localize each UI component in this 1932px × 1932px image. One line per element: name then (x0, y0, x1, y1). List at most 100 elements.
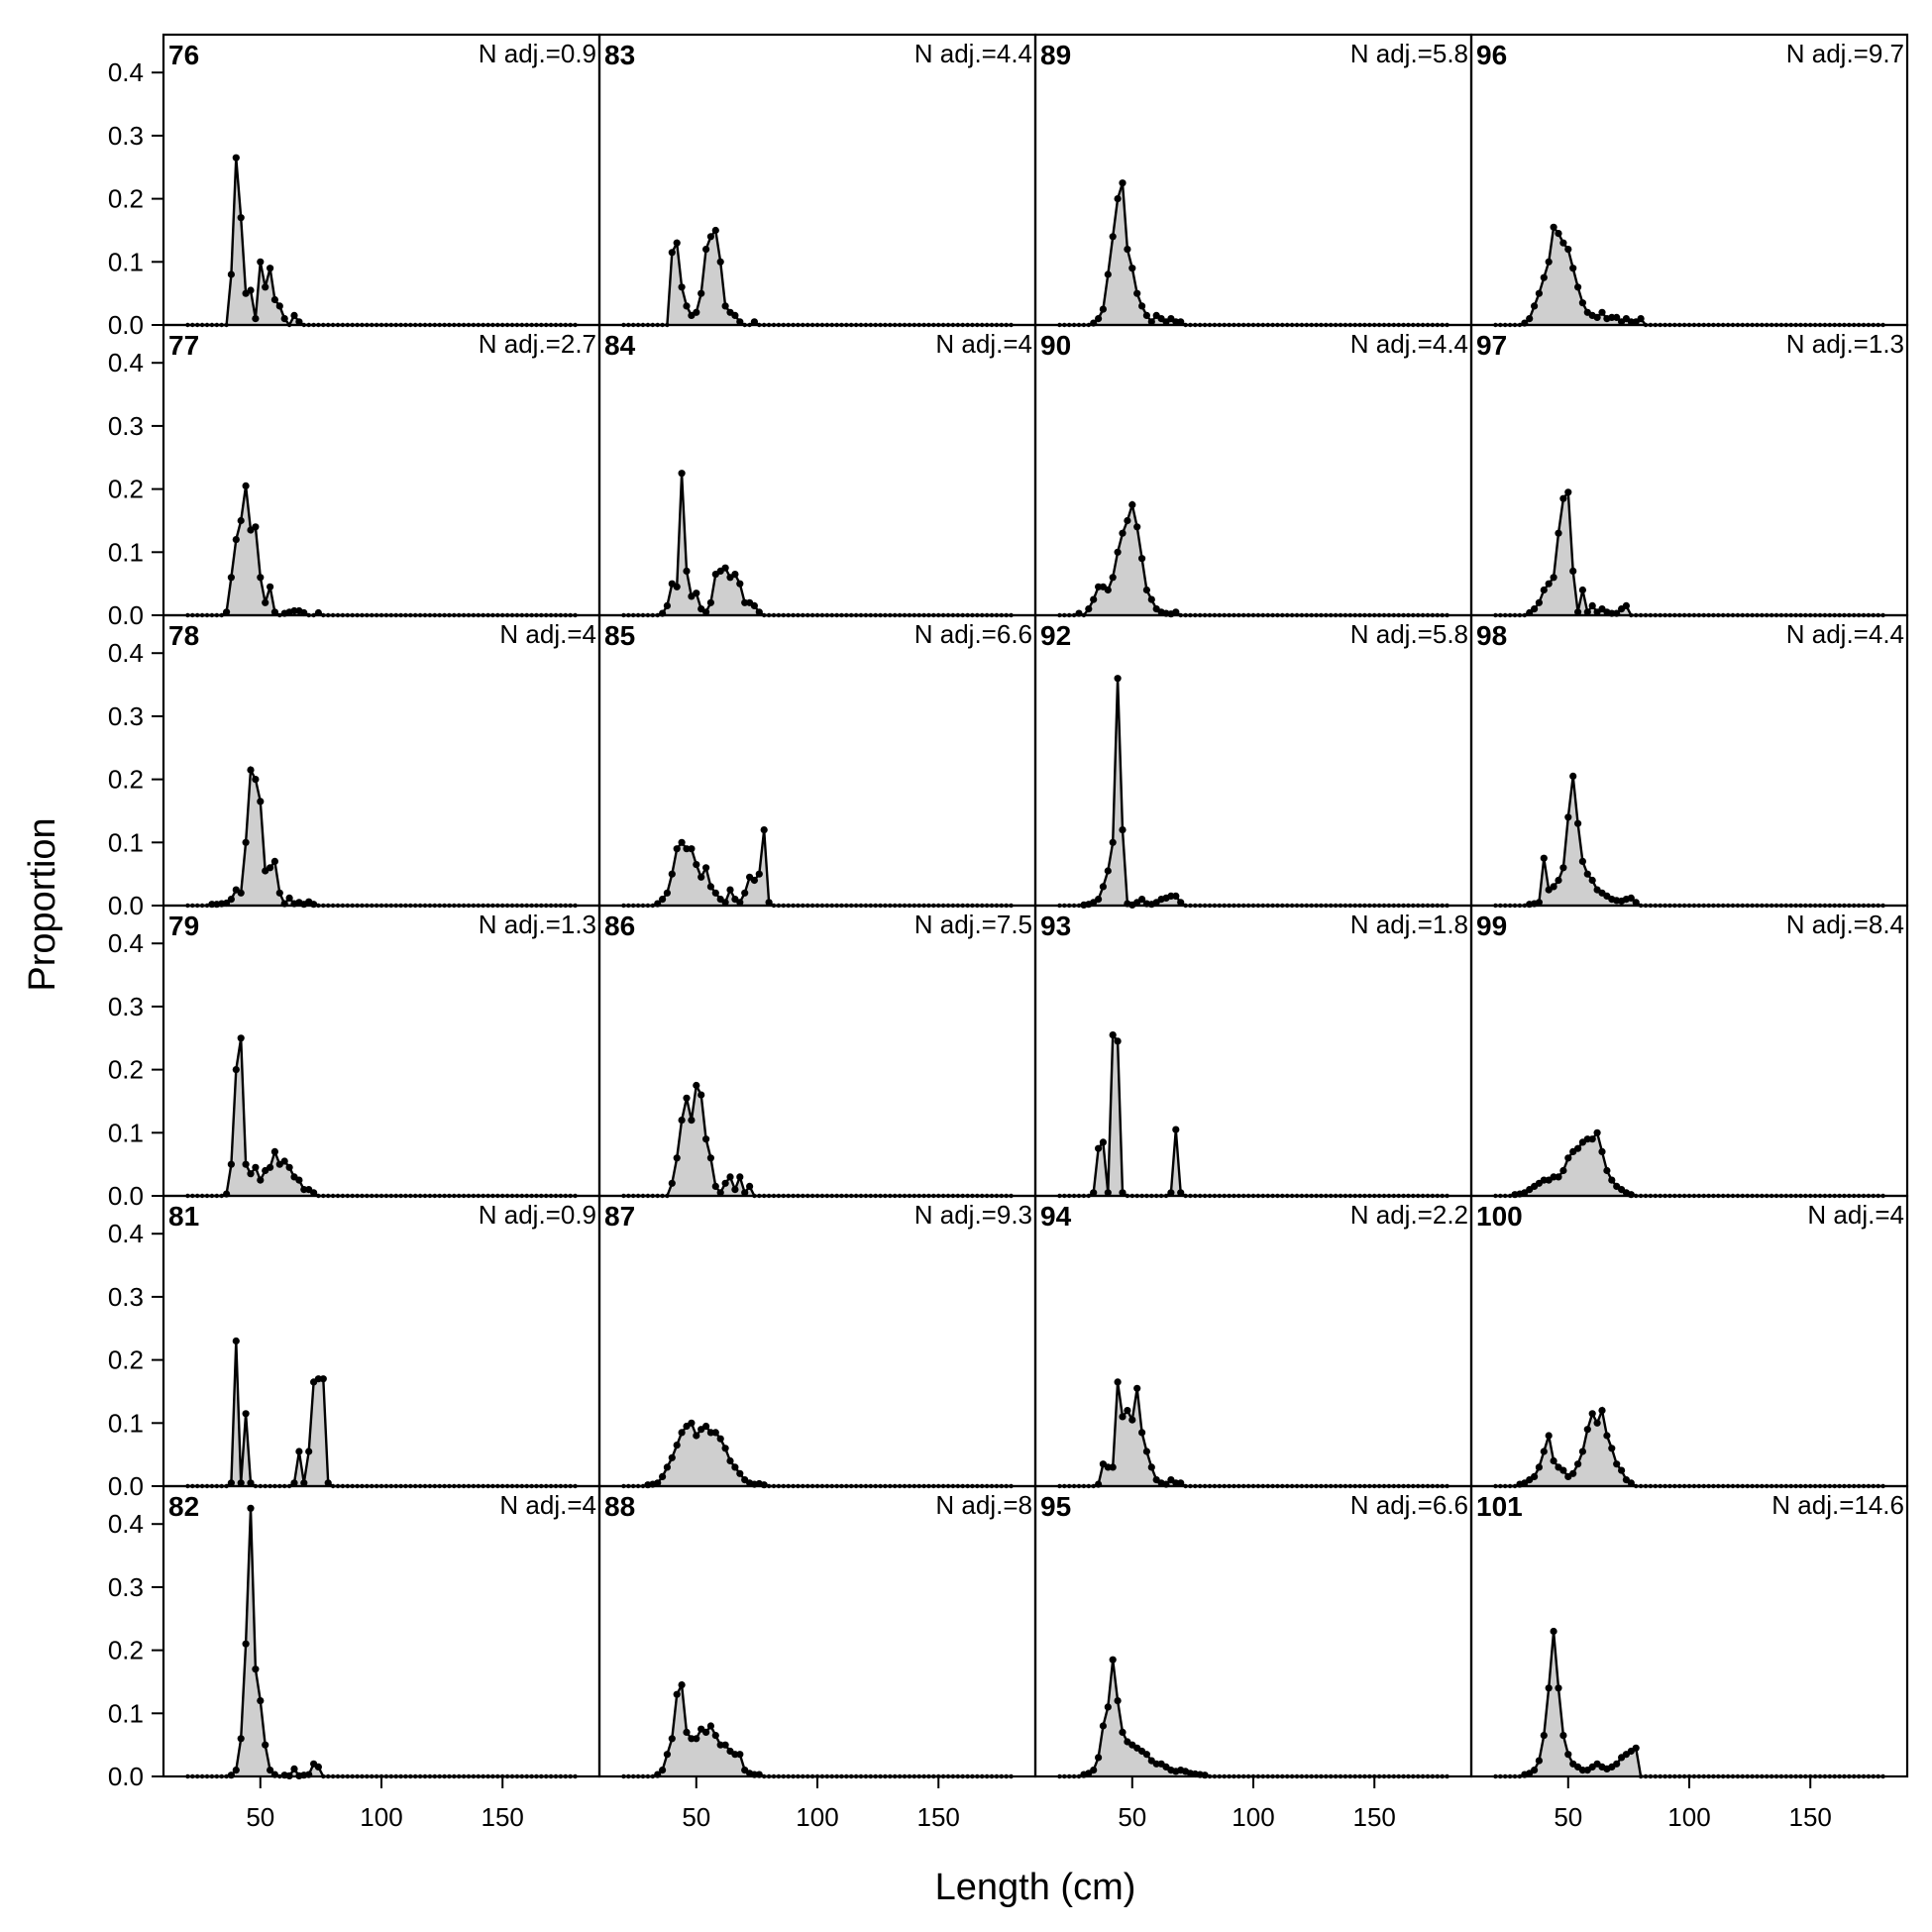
data-point (750, 601, 759, 610)
panel-89-frame (1033, 33, 1473, 327)
data-point (1569, 772, 1577, 781)
data-point (663, 1463, 672, 1471)
data-point (1550, 1627, 1557, 1636)
data-point (1133, 1384, 1141, 1392)
y-tick-label: 0.2 (108, 184, 144, 214)
data-point (1526, 315, 1534, 323)
data-point (295, 1448, 303, 1455)
data-point (1114, 195, 1122, 203)
data-point (1578, 586, 1586, 594)
data-point (270, 608, 278, 616)
panel-83-frame (597, 33, 1037, 327)
x-tick-label: 50 (682, 1802, 710, 1832)
data-point (654, 1479, 662, 1487)
data-point (237, 1479, 245, 1487)
x-tick-label: 150 (1353, 1802, 1396, 1832)
data-point (706, 883, 715, 891)
x-tick-label: 50 (1118, 1802, 1146, 1832)
data-point (731, 1463, 739, 1471)
data-point (1133, 289, 1141, 297)
data-point (726, 1173, 734, 1181)
data-point (242, 838, 250, 846)
panel-88-area (623, 1684, 1012, 1776)
data-point (247, 1170, 255, 1178)
n-adj-label: N adj.=0.9 (479, 1200, 596, 1230)
panel-84-area (623, 473, 1012, 615)
data-point (305, 1448, 313, 1455)
data-point (698, 1091, 705, 1099)
panel-81: 81 N adj.=0.9 (161, 1194, 601, 1489)
y-tick-label: 0.2 (108, 1636, 144, 1665)
data-point (1095, 1144, 1103, 1152)
data-point (678, 470, 686, 478)
n-adj-label: N adj.=2.7 (479, 329, 596, 359)
data-point (1095, 896, 1103, 904)
panel-label: 77 (168, 330, 199, 361)
n-adj-label: N adj.=8 (935, 1490, 1032, 1520)
panel-101-frame (1469, 1484, 1909, 1778)
data-point (1569, 567, 1577, 576)
panel-96-area (1495, 227, 1883, 325)
data-point (668, 249, 676, 257)
data-point (731, 311, 739, 319)
data-point (1099, 1722, 1107, 1730)
data-point (1535, 899, 1543, 907)
data-point (693, 590, 700, 597)
panel-grid: 76 N adj.=0.9 77 N adj.=2.7 78 N adj.=4 79 N ad… (161, 33, 1909, 1779)
data-point (1588, 1410, 1596, 1418)
panel-label: 99 (1476, 911, 1507, 941)
panel-85-frame (597, 613, 1037, 908)
y-tick-label: 0.1 (108, 1118, 144, 1147)
data-point (673, 1154, 681, 1162)
data-point (1128, 500, 1136, 509)
data-point (1540, 273, 1548, 281)
panel-label: 100 (1476, 1201, 1523, 1232)
n-adj-label: N adj.=0.9 (479, 39, 596, 68)
data-point (1545, 580, 1553, 588)
data-point (1550, 883, 1557, 891)
n-adj-label: N adj.=9.7 (1786, 39, 1904, 68)
data-point (702, 864, 710, 872)
panel-label: 88 (604, 1491, 635, 1522)
panel-96: 96 N adj.=9.7 (1469, 33, 1909, 328)
data-point (1559, 864, 1567, 872)
panel-94-frame (1033, 1194, 1473, 1488)
data-point (275, 302, 283, 310)
data-point (1574, 1460, 1582, 1468)
panel-98: 98 N adj.=4.4 (1469, 613, 1909, 909)
panel-86-frame (597, 904, 1037, 1198)
panel-92-frame (1033, 613, 1473, 908)
data-point (1578, 857, 1586, 866)
data-point (1564, 1751, 1572, 1759)
y-tick-label: 0.0 (108, 1181, 144, 1211)
data-point (736, 899, 744, 907)
data-point (300, 1479, 308, 1487)
panel-87-frame (597, 1194, 1037, 1488)
y-axis: 0.0 0.1 0.2 0.3 0.4 0.0 0.1 0.2 0.3 0.4 0.0 0.1 0.2 0… (108, 57, 163, 1791)
panel-86: 86 N adj.=7.5 (597, 904, 1037, 1199)
data-point (237, 516, 245, 525)
panel-96-frame (1469, 33, 1909, 327)
y-tick-label: 0.2 (108, 765, 144, 795)
data-point (252, 1163, 260, 1171)
data-point (716, 258, 724, 266)
data-point (1167, 1189, 1175, 1197)
data-point (1099, 305, 1107, 313)
y-tick-label: 0.3 (108, 121, 144, 151)
panel-label: 96 (1476, 40, 1507, 70)
data-point (1632, 899, 1640, 907)
data-point (257, 1697, 265, 1705)
data-point (1119, 1728, 1127, 1736)
panel-label: 94 (1040, 1201, 1072, 1232)
y-tick-label: 0.2 (108, 475, 144, 504)
y-tick-label: 0.4 (108, 1219, 144, 1248)
data-point (1545, 258, 1553, 266)
data-point (726, 886, 734, 894)
panel-83: 83 N adj.=4.4 (597, 33, 1037, 328)
x-tick-label: 50 (1554, 1802, 1582, 1832)
data-point (1535, 289, 1543, 297)
data-point (702, 1422, 710, 1431)
data-point (1531, 605, 1539, 613)
panel-92: 92 N adj.=5.8 (1033, 613, 1473, 910)
panel-label: 76 (168, 40, 199, 70)
